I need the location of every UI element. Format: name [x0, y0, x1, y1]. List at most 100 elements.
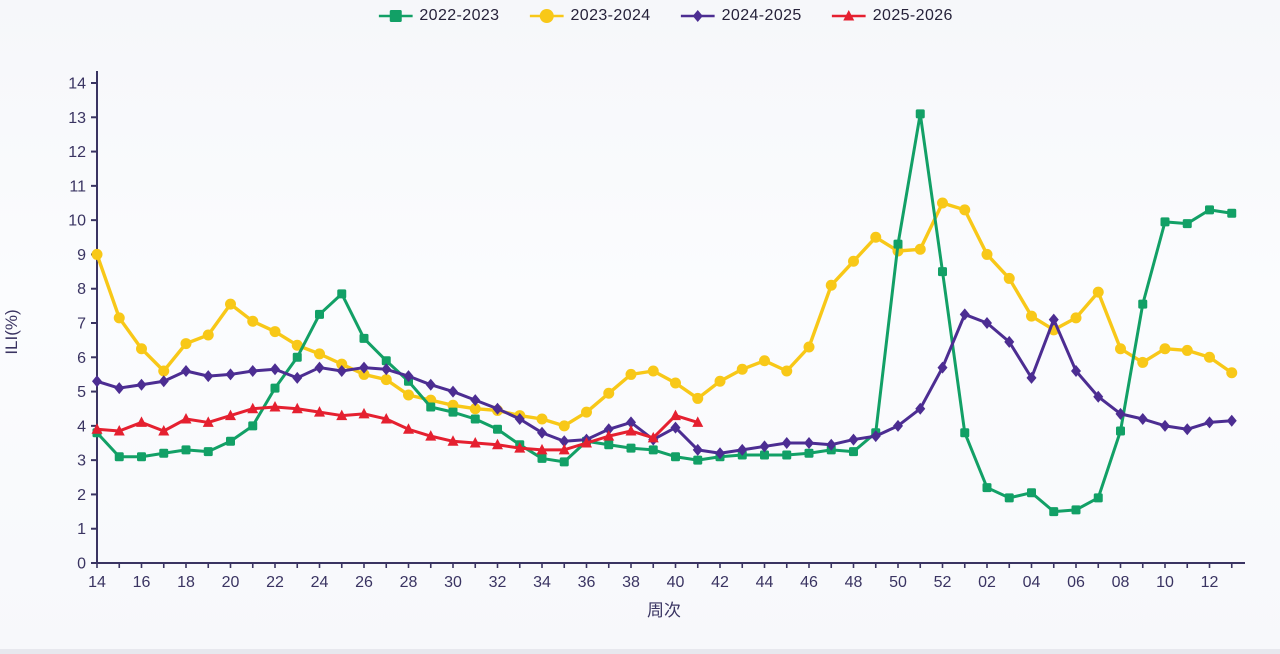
x-tick-label: 46	[800, 574, 818, 591]
legend-label: 2023-2024	[570, 7, 651, 24]
x-tick-label: 32	[489, 574, 507, 591]
data-point-triangle	[469, 437, 481, 448]
data-point-diamond	[937, 361, 948, 374]
data-point-diamond	[136, 378, 147, 391]
legend-item-2022-2023: 2022-2023	[378, 7, 499, 25]
data-point-circle	[692, 392, 704, 404]
data-point-diamond	[848, 433, 859, 446]
data-point-diamond	[1160, 419, 1170, 432]
data-point-circle	[1003, 272, 1015, 284]
y-tick-label: 0	[77, 556, 86, 573]
data-point-diamond	[804, 437, 814, 449]
data-point-circle	[1070, 312, 1082, 324]
data-point-diamond	[737, 443, 748, 456]
data-point-square	[1116, 426, 1125, 436]
x-tick-label: 26	[355, 574, 373, 591]
series-2022-2023	[92, 109, 1237, 517]
x-tick-label: 06	[1067, 574, 1085, 591]
legend-item-2025-2026: 2025-2026	[831, 7, 953, 25]
data-point-triangle	[314, 406, 325, 417]
data-point-square	[1138, 299, 1148, 309]
x-tick-label: 14	[88, 574, 106, 591]
legend-item-2024-2025: 2024-2025	[680, 7, 802, 25]
data-point-square	[137, 452, 146, 462]
data-point-triangle	[692, 416, 704, 427]
data-point-circle	[603, 387, 615, 399]
data-point-circle	[539, 9, 554, 23]
x-tick-label: 04	[1023, 574, 1041, 591]
data-point-circle	[981, 248, 993, 260]
data-point-triangle	[225, 409, 236, 421]
data-point-diamond	[1115, 407, 1126, 420]
data-point-square	[226, 436, 235, 446]
x-tick-label: 08	[1112, 574, 1130, 591]
data-point-triangle	[514, 442, 526, 453]
x-tick-label: 10	[1156, 574, 1174, 591]
data-point-diamond	[1004, 335, 1015, 348]
data-point-diamond	[203, 370, 214, 383]
x-tick-label: 44	[756, 574, 774, 591]
x-tick-label: 18	[177, 574, 195, 591]
data-point-square	[159, 448, 169, 458]
data-point-circle	[1226, 367, 1238, 379]
data-point-square	[315, 309, 324, 319]
data-point-square	[760, 450, 769, 460]
data-point-square	[1093, 493, 1103, 503]
x-tick-label: 48	[845, 574, 863, 591]
data-point-circle	[670, 377, 681, 389]
data-point-triangle	[647, 431, 659, 443]
data-point-diamond	[559, 435, 570, 448]
data-point-square	[604, 440, 614, 450]
data-point-triangle	[202, 416, 214, 427]
legend-item-2023-2024: 2023-2024	[529, 7, 650, 25]
data-point-triangle	[269, 401, 281, 412]
data-point-triangle	[425, 430, 437, 441]
y-tick-label: 11	[69, 178, 86, 195]
data-point-diamond	[1137, 413, 1148, 425]
data-point-triangle	[113, 425, 125, 436]
data-point-triangle	[625, 425, 637, 436]
data-point-triangle	[180, 413, 192, 424]
data-point-circle	[91, 248, 103, 260]
data-point-circle	[1181, 344, 1193, 356]
data-point-triangle	[380, 413, 392, 424]
y-tick-label: 2	[77, 487, 86, 504]
data-point-square	[982, 483, 992, 493]
y-tick-label: 13	[68, 110, 86, 127]
x-tick-label: 34	[533, 574, 551, 591]
data-point-diamond	[492, 402, 503, 415]
data-point-square	[359, 333, 369, 343]
data-point-square	[248, 421, 258, 431]
data-point-triangle	[581, 437, 592, 448]
data-point-circle	[202, 329, 214, 341]
data-point-square	[1160, 217, 1170, 227]
data-point-diamond	[158, 375, 169, 388]
data-point-diamond	[225, 368, 236, 381]
data-point-diamond	[982, 317, 992, 329]
data-point-circle	[113, 312, 125, 324]
data-point-circle	[158, 365, 170, 377]
data-point-triangle	[247, 402, 259, 414]
data-point-circle	[937, 197, 948, 209]
data-point-circle	[714, 375, 726, 387]
data-point-diamond	[92, 375, 102, 388]
data-point-triangle	[603, 430, 615, 441]
data-point-diamond	[670, 421, 681, 434]
data-point-diamond	[1226, 414, 1237, 427]
series-line	[95, 201, 1234, 428]
x-tick-label: 52	[934, 574, 952, 591]
y-tick-label: 6	[77, 350, 86, 367]
data-point-triangle	[358, 407, 370, 419]
data-point-diamond	[247, 365, 258, 377]
x-tick-label: 16	[133, 574, 151, 591]
data-point-square	[893, 239, 903, 249]
data-point-triangle	[558, 443, 570, 455]
data-point-square	[693, 455, 703, 465]
x-tick-label: 12	[1201, 574, 1219, 591]
data-point-square	[292, 352, 302, 362]
data-point-circle	[803, 341, 815, 353]
data-point-diamond	[403, 370, 414, 383]
data-point-circle	[403, 389, 414, 401]
data-point-square	[915, 109, 925, 119]
